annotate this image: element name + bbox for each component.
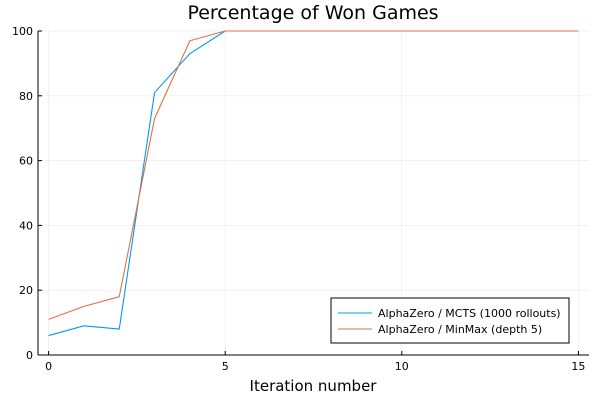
- series-lines: [48, 30, 579, 337]
- x-axis-title: Iteration number: [250, 377, 378, 395]
- legend-label: AlphaZero / MCTS (1000 rollouts): [378, 307, 561, 320]
- legend-box: [330, 297, 570, 344]
- y-tick-label: 100: [12, 25, 33, 38]
- y-tick-label: 80: [19, 90, 33, 103]
- legend-label: AlphaZero / MinMax (depth 5): [378, 323, 542, 336]
- series-line-2: [48, 30, 579, 320]
- x-tick-label: 15: [571, 360, 585, 373]
- y-tick-label: 0: [26, 349, 33, 362]
- x-tick-label: 0: [45, 360, 52, 373]
- y-tick-label: 60: [19, 155, 33, 168]
- tick-labels: 0 5 10 15 0 20 40 60 80 100: [12, 25, 585, 373]
- axes: [37, 30, 589, 356]
- x-tick-label: 10: [395, 360, 409, 373]
- y-tick-label: 20: [19, 284, 33, 297]
- y-tick-label: 40: [19, 219, 33, 232]
- legend: AlphaZero / MCTS (1000 rollouts) AlphaZer…: [330, 297, 570, 344]
- chart-title: Percentage of Won Games: [187, 2, 438, 24]
- x-tick-label: 5: [222, 360, 229, 373]
